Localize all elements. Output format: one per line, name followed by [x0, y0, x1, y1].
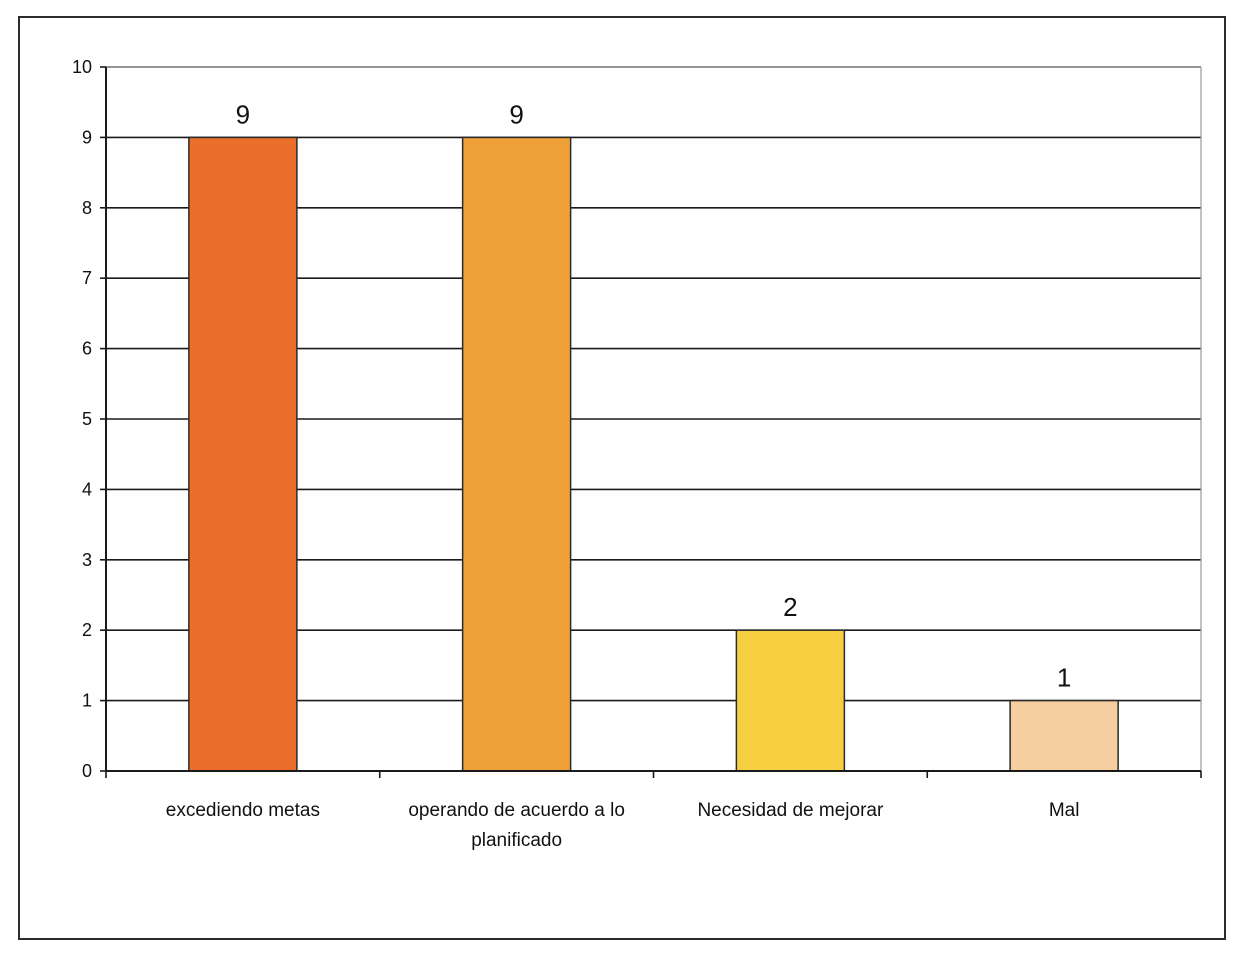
- bars: [188, 136, 1119, 772]
- data-label: 1: [1057, 663, 1071, 693]
- data-labels: 9 9 2 1: [236, 99, 1072, 692]
- data-label: 9: [236, 99, 250, 129]
- data-label: 2: [783, 592, 797, 622]
- y-tick-label: 5: [82, 409, 92, 429]
- data-label: 9: [509, 99, 523, 129]
- y-tick-label: 1: [82, 691, 92, 711]
- x-category-label: Necesidad de mejorar: [697, 800, 884, 821]
- y-tick-label: 6: [82, 339, 92, 359]
- y-tick-label: 0: [82, 761, 92, 781]
- y-tick-label: 9: [82, 127, 92, 147]
- axes: [100, 66, 1202, 778]
- y-tick-label: 8: [82, 198, 92, 218]
- bar: [735, 629, 846, 772]
- y-tick-label: 4: [82, 479, 92, 499]
- y-tick-label: 10: [72, 57, 92, 77]
- bar: [1009, 699, 1119, 772]
- x-category-labels: excediendo metas operando de acuerdo a lo…: [166, 800, 1080, 851]
- x-category-label: operando de acuerdo a lo planificado: [408, 800, 625, 851]
- y-tick-label: 7: [82, 268, 92, 288]
- x-category-label: excediendo metas: [166, 800, 320, 821]
- y-tick-label: 3: [82, 550, 92, 570]
- bar: [461, 136, 572, 772]
- y-tick-labels: 0 1 2 3 4 5 6 7 8 9 10: [72, 57, 92, 781]
- x-category-label: Mal: [1049, 800, 1080, 821]
- y-tick-label: 2: [82, 620, 92, 640]
- bar: [188, 136, 298, 772]
